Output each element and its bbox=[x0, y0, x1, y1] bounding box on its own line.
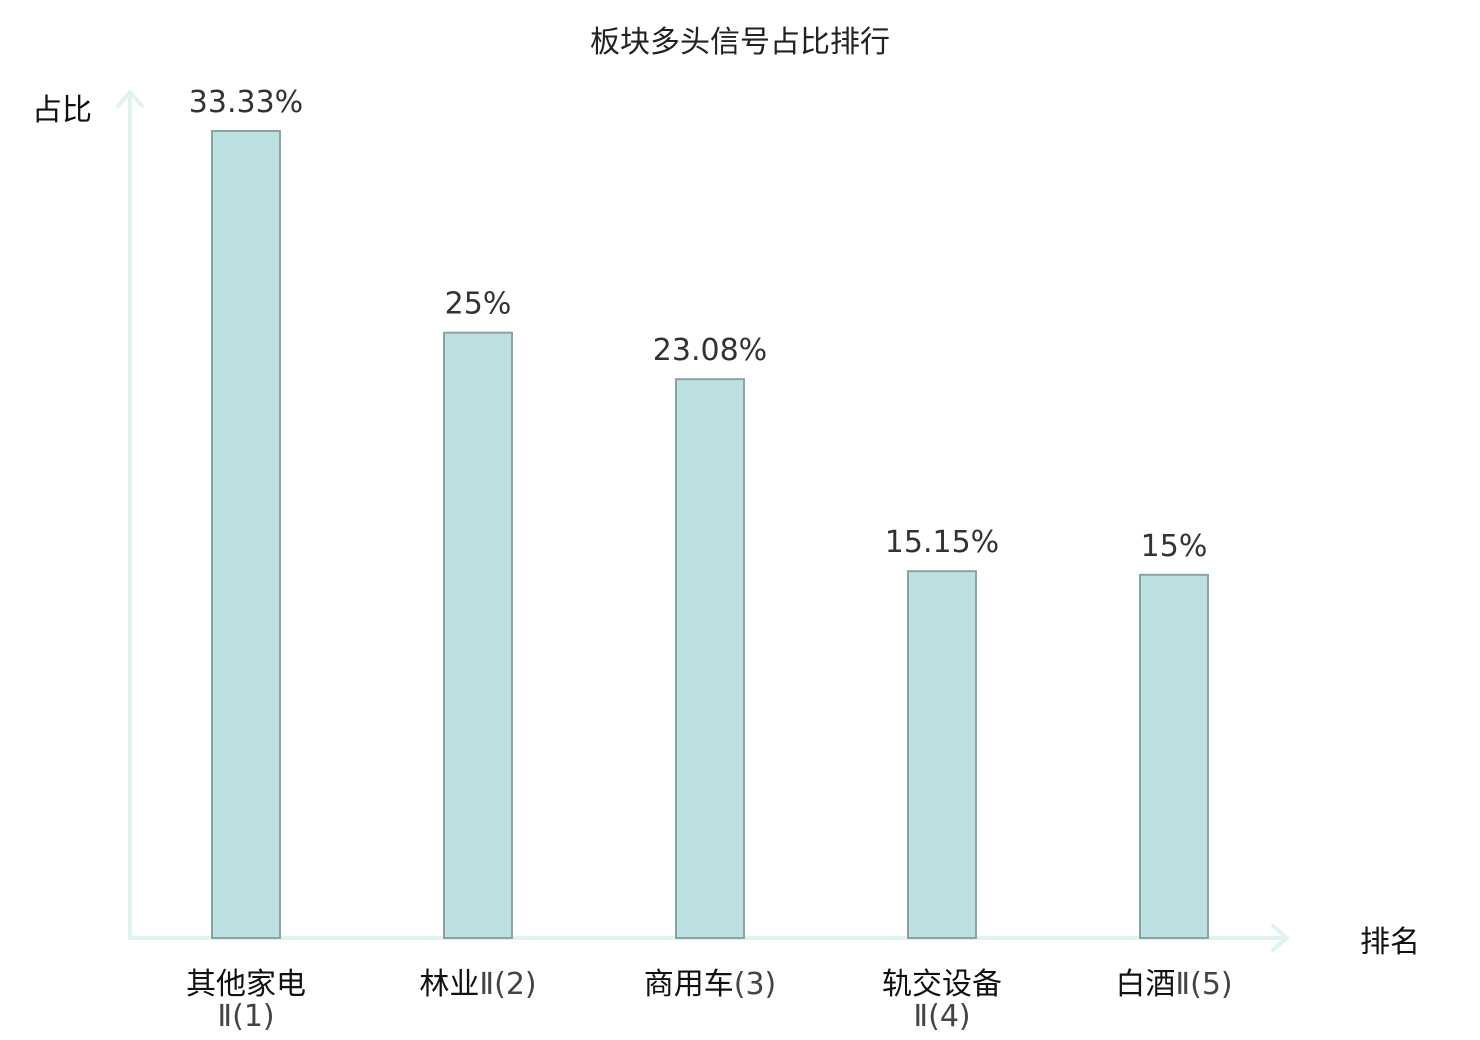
category-rank-label: Ⅱ(4) bbox=[913, 999, 970, 1034]
bar-value-label: 23.08% bbox=[653, 333, 767, 368]
category-name: 白酒 bbox=[1115, 967, 1175, 1002]
category-name: 林业 bbox=[419, 967, 479, 1002]
bar bbox=[675, 378, 745, 939]
category-rank: Ⅱ(2) bbox=[479, 967, 536, 1002]
y-axis-line bbox=[116, 90, 144, 940]
bar bbox=[907, 570, 977, 939]
category-label: 其他家电 bbox=[186, 967, 306, 1002]
bar-value-label: 15% bbox=[1141, 529, 1208, 564]
category-label: 轨交设备 bbox=[882, 967, 1002, 1002]
category-rank: Ⅱ(5) bbox=[1175, 967, 1232, 1002]
category-rank: (3) bbox=[734, 967, 777, 1002]
bar-value-label: 33.33% bbox=[189, 85, 303, 120]
bar bbox=[211, 130, 281, 939]
y-axis-label: 占比 bbox=[32, 93, 92, 128]
category-rank-label: Ⅱ(1) bbox=[217, 999, 274, 1034]
x-axis-label: 排名 bbox=[1360, 925, 1420, 960]
bar bbox=[1139, 573, 1209, 939]
category-label: 林业Ⅱ(2) bbox=[419, 967, 536, 1002]
category-label: 商用车(3) bbox=[644, 967, 777, 1002]
bar-value-label: 25% bbox=[445, 287, 512, 322]
bar bbox=[443, 331, 513, 940]
category-name: 商用车 bbox=[644, 967, 734, 1002]
chart-title: 板块多头信号占比排行 bbox=[590, 25, 890, 60]
category-label: 白酒Ⅱ(5) bbox=[1115, 967, 1232, 1002]
bar-value-label: 15.15% bbox=[885, 525, 999, 560]
